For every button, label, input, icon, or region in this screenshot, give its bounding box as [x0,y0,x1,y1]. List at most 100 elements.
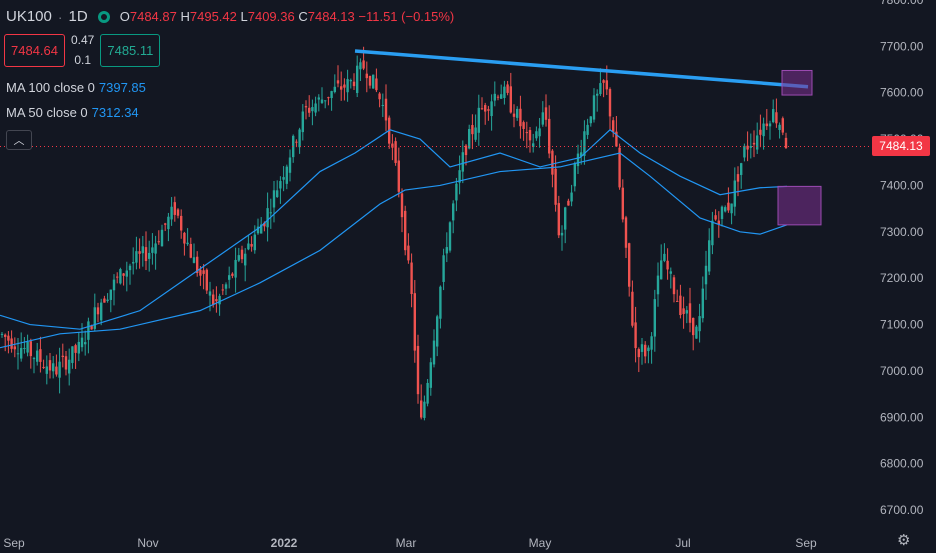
candle-body [522,122,525,129]
candle-body [304,106,308,108]
candle-body [125,270,128,277]
candle-body [288,157,292,173]
candle-body [308,107,311,113]
candle-body [439,286,442,319]
gear-icon[interactable]: ⚙ [897,532,911,549]
candle-body [173,202,176,215]
spread: 0.47 0.1 [71,30,94,70]
ma50-value: 7312.34 [91,105,139,120]
candle-body [445,247,448,254]
candle-body [122,273,125,276]
candle-body [621,187,624,220]
candle-body [477,107,480,133]
candle-body [13,346,16,350]
candle-body [548,118,551,154]
candle-body [752,142,756,145]
collapse-legend-button[interactable]: ︿ [6,130,32,150]
ma50-legend[interactable]: MA 50 close 0 7312.34 [6,105,139,120]
candle-body [372,74,375,89]
candle-body [90,326,93,330]
candle-body [778,124,781,131]
candle-body [109,289,112,300]
candle-body [685,310,688,314]
candle-body [493,93,496,101]
candle-body [228,275,231,280]
candle-body [52,363,55,372]
timeframe[interactable]: 1D [68,8,88,25]
candle-body [186,242,189,245]
sell-button[interactable]: 7484.64 [4,33,65,67]
candle-body [96,307,100,315]
ma100-legend[interactable]: MA 100 close 0 7397.85 [6,80,146,95]
x-tick-label: Jul [675,536,690,550]
current-price-tag: 7484.13 [872,136,930,156]
candle-body [455,183,458,201]
candle-body [602,80,605,83]
symbol-name[interactable]: UK100 [6,8,52,25]
target-box-lower [777,185,822,226]
candle-body [116,276,119,278]
candle-body [576,153,580,167]
target-box-upper [781,69,813,96]
candle-body [663,253,666,261]
ma50-label: MA 50 close 0 [6,105,88,120]
candle-body [4,334,7,337]
candle-body [154,243,157,254]
candle-body [346,79,349,93]
candle-body [743,145,746,158]
candle-body [666,260,669,270]
candle-body [644,344,647,357]
candle-body [612,120,615,132]
ma50-line [0,129,788,330]
candle-body [205,269,208,291]
candle-body [250,244,253,247]
candle-body [669,271,672,274]
candle-body [688,303,692,323]
x-tick-label: Mar [396,536,417,550]
change-value: −11.51 (−0.15%) [358,9,455,24]
x-tick-label: 2022 [271,536,298,550]
candle-body [656,275,660,295]
candle-body [692,317,695,336]
candle-body [365,73,368,79]
candle-body [215,299,218,302]
candle-body [784,137,788,148]
trendline [354,49,809,89]
ma100-value: 7397.85 [98,80,146,95]
candle-body [23,347,26,350]
buy-button[interactable]: 7485.11 [100,33,161,67]
y-tick-label: 6800.00 [880,457,924,471]
candle-body [93,307,96,329]
candle-body [87,321,90,340]
candle-body [420,400,423,418]
candle-body [0,333,4,335]
candle-body [474,127,477,140]
candle-body [592,95,596,120]
candle-body [144,247,148,262]
candle-body [653,299,656,337]
candle-body [320,99,324,103]
candle-body [247,243,250,250]
candle-body [544,107,548,120]
candle-body [20,347,23,359]
candle-body [490,101,493,117]
candle-body [298,129,301,148]
candle-body [378,93,381,100]
candle-body [634,322,637,349]
candle-body [253,234,256,251]
candle-body [781,118,784,133]
candle-body [416,345,420,395]
candle-body [404,210,407,251]
candle-body [698,316,701,332]
candle-body [77,341,80,354]
candle-body [279,181,282,189]
candle-body [311,107,314,112]
candle-body [381,104,384,106]
candle-body [292,135,295,158]
candle-body [628,243,631,287]
candle-body [84,342,87,345]
close-label: C [298,9,308,24]
candle-body [650,336,653,350]
